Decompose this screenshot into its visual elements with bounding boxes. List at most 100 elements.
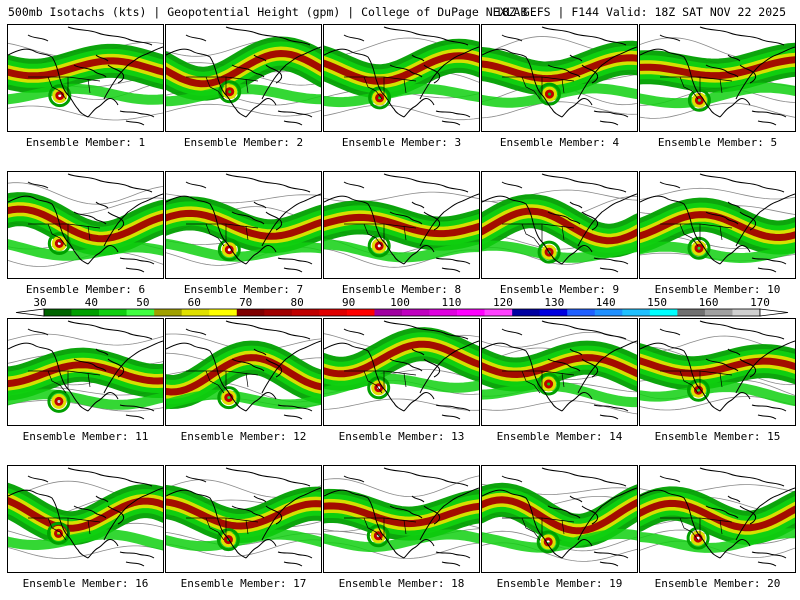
coastline	[253, 54, 267, 62]
coastline	[739, 64, 757, 84]
coastline	[581, 64, 599, 84]
isotach-band	[324, 83, 479, 108]
coastline	[389, 211, 423, 225]
coastline	[640, 48, 721, 118]
isotach-band	[640, 82, 795, 109]
coastline	[705, 211, 739, 225]
ensemble-member-label: Ensemble Member: 4	[499, 136, 620, 149]
isotach-band	[640, 499, 795, 532]
coastline	[383, 467, 469, 487]
coastline	[751, 110, 787, 118]
colorbar-swatch	[319, 309, 348, 316]
isotach-band	[8, 239, 163, 261]
isotach-band	[640, 56, 795, 80]
colorbar-swatch	[44, 309, 72, 316]
isotach-map	[640, 467, 795, 567]
coastline	[225, 26, 311, 46]
colorbar-swatch	[512, 309, 540, 316]
isotach-map	[482, 173, 637, 273]
coastline	[599, 267, 619, 273]
isotach-map	[324, 467, 479, 567]
coastline	[735, 340, 795, 394]
coastline	[751, 551, 787, 559]
political-border	[363, 76, 383, 100]
coastline	[389, 64, 423, 78]
political-border	[47, 517, 67, 541]
ensemble-member-label: Ensemble Member: 11	[22, 430, 149, 443]
political-border	[245, 519, 249, 535]
coastline	[119, 257, 155, 265]
coastline	[383, 173, 469, 193]
ensemble-member-label: Ensemble Member: 18	[338, 577, 465, 590]
coastline	[593, 551, 629, 559]
political-border	[245, 78, 249, 94]
political-border	[47, 76, 67, 100]
upper-low	[694, 243, 704, 253]
coastline	[441, 120, 461, 126]
ensemble-member-map	[481, 171, 638, 279]
colorbar-swatch	[402, 309, 430, 316]
upper-low	[371, 380, 387, 396]
isotach-band	[8, 497, 163, 532]
coastline	[411, 201, 425, 209]
coastline	[67, 173, 153, 193]
coastline	[265, 505, 283, 525]
coastline	[547, 211, 581, 225]
ensemble-member-map	[481, 465, 638, 573]
coastline	[423, 211, 441, 231]
model-valid-time: 18Z GEFS | F144 Valid: 18Z SAT NOV 22 20…	[495, 5, 786, 19]
ensemble-member-map	[481, 318, 638, 426]
political-border	[87, 519, 91, 535]
colorbar-swatch	[346, 309, 375, 316]
coastline	[435, 257, 471, 265]
upper-low	[54, 396, 64, 406]
coastline	[435, 110, 471, 118]
coastline	[441, 267, 461, 273]
coastline	[245, 245, 277, 265]
ensemble-member-map	[165, 318, 322, 426]
wind-speed-colorbar: 30 40 50 60 70 80 90 100 110 120 130 140 150 160 170	[0, 296, 800, 318]
coastline	[599, 414, 619, 420]
colorbar-tick-label: 150	[647, 296, 667, 309]
political-border	[719, 78, 723, 94]
coastline	[441, 561, 461, 567]
coastline	[699, 320, 785, 340]
coastline	[411, 54, 425, 62]
colorbar-swatch	[457, 309, 485, 316]
upper-low	[693, 533, 703, 543]
colorbar-swatch	[264, 309, 293, 316]
coastline	[659, 34, 681, 42]
colorbar-swatch	[622, 309, 651, 316]
height-contour	[8, 545, 163, 559]
upper-low	[687, 236, 711, 260]
coastline	[8, 342, 89, 412]
coastline	[699, 26, 785, 46]
political-border	[561, 372, 565, 388]
coastline	[261, 340, 321, 394]
coastline	[245, 392, 277, 412]
upper-low	[372, 90, 388, 106]
isotach-map	[166, 26, 321, 126]
isotach-band	[640, 381, 795, 407]
isotach-band	[166, 84, 321, 107]
political-border	[205, 370, 225, 394]
upper-low	[54, 239, 64, 248]
isotach-band	[640, 528, 795, 553]
ensemble-member-map	[323, 171, 480, 279]
height-contour	[166, 103, 321, 117]
political-border	[719, 225, 723, 241]
isotach-map	[482, 467, 637, 567]
ensemble-member-map	[165, 465, 322, 573]
isotach-band	[324, 52, 479, 85]
colorbar-swatch	[99, 309, 127, 316]
colorbar-right-arrow	[759, 308, 789, 317]
colorbar-tick-label: 130	[544, 296, 564, 309]
coastline	[8, 489, 89, 559]
coastline	[253, 348, 267, 356]
coastline	[383, 26, 469, 46]
coastline	[277, 404, 313, 412]
isotach-band	[324, 529, 479, 552]
coastline	[389, 505, 423, 519]
upper-low	[367, 234, 391, 258]
coastline	[73, 64, 107, 78]
